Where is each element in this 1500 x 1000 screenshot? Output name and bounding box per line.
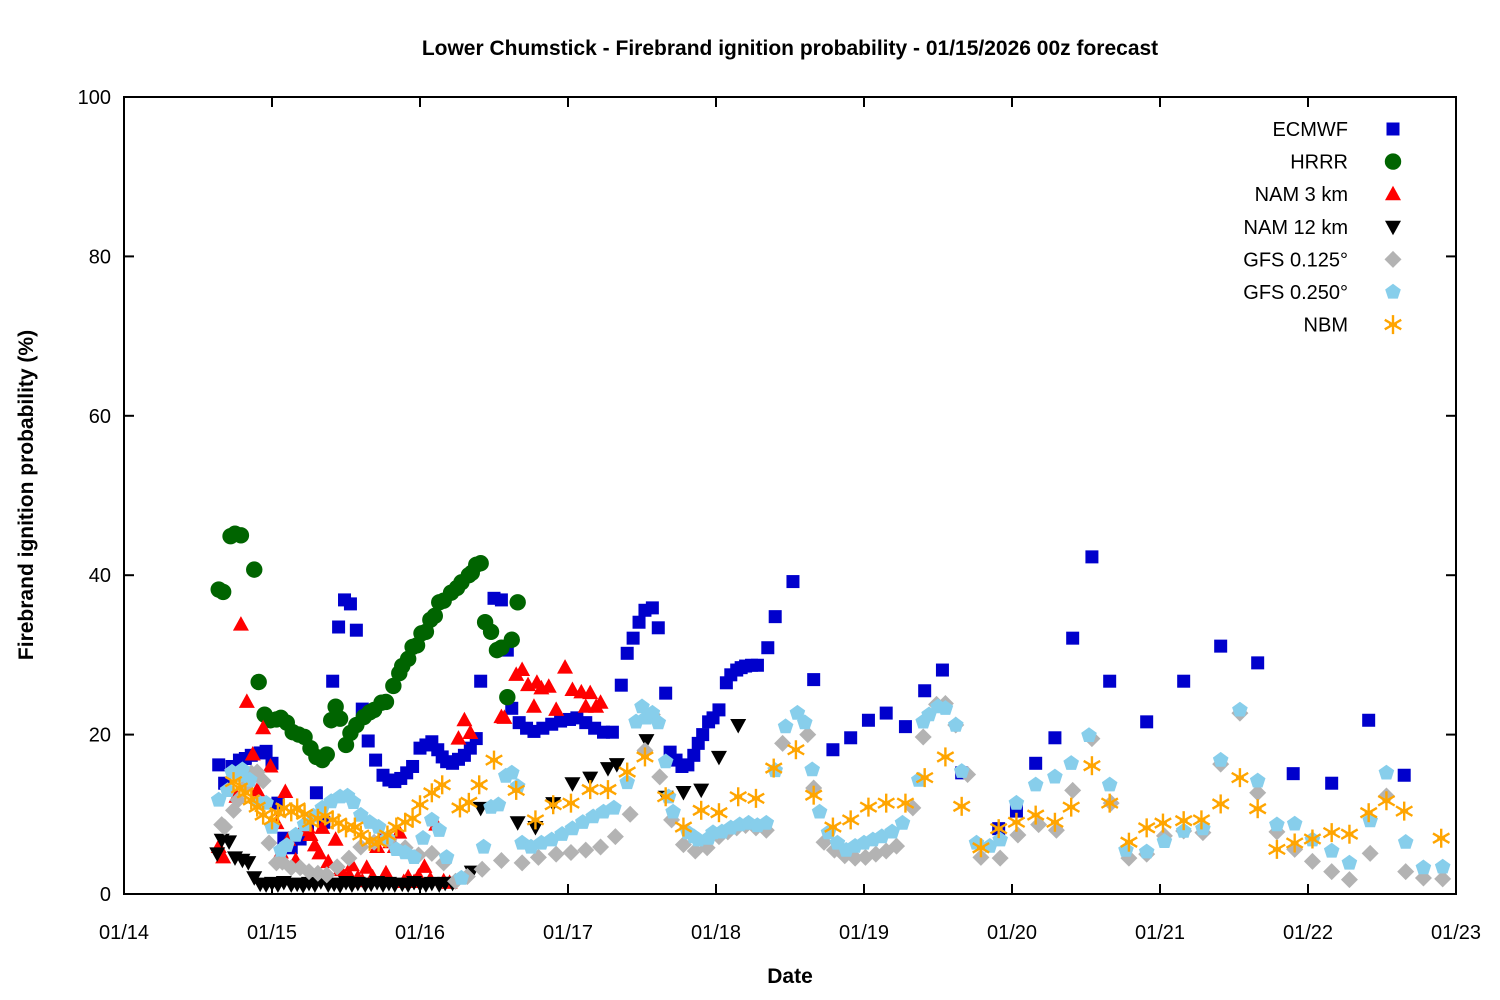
x-axis-label: Date: [767, 965, 813, 988]
legend-label: GFS 0.250°: [1243, 282, 1348, 304]
series-ecmwf: [212, 550, 1411, 855]
x-tick-label: 01/20: [987, 922, 1037, 944]
y-tick-label: 40: [89, 565, 111, 587]
legend-label: NAM 12 km: [1244, 217, 1348, 239]
x-tick-label: 01/17: [543, 922, 593, 944]
legend-label: NBM: [1304, 315, 1348, 337]
plot-frame: [123, 96, 1457, 895]
legend-item-gfs-0-250-: GFS 0.250°: [1243, 282, 1401, 304]
x-tick-label: 01/15: [247, 922, 297, 944]
legend-item-ecmwf: ECMWF: [1272, 119, 1400, 141]
legend-marker-circle-icon: [1384, 153, 1402, 170]
y-tick-label: 0: [100, 884, 111, 906]
y-tick-label: 80: [89, 246, 111, 268]
legend-item-hrrr: HRRR: [1290, 152, 1402, 174]
legend-item-nam-3-km: NAM 3 km: [1255, 184, 1401, 206]
y-tick-label: 20: [89, 725, 111, 747]
chart-title: Lower Chumstick - Firebrand ignition pro…: [422, 37, 1158, 60]
legend: ECMWF HRRR NAM 3 km NAM 12 km GFS 0.125° GFS …: [1243, 119, 1402, 337]
legend-marker-pentagon-icon: [1385, 283, 1401, 299]
x-tick-label: 01/22: [1283, 922, 1333, 944]
legend-item-gfs-0-125-: GFS 0.125°: [1243, 249, 1402, 271]
series-nbm: [224, 740, 1451, 859]
legend-marker-asterisk-icon: [1384, 315, 1402, 335]
legend-marker-triangle-down-icon: [1385, 220, 1401, 236]
legend-marker-diamond-icon: [1384, 250, 1402, 268]
legend-marker-square-icon: [1386, 122, 1400, 136]
legend-item-nam-12-km: NAM 12 km: [1244, 217, 1401, 239]
series-hrrr: [210, 525, 526, 769]
x-tick-label: 01/14: [99, 922, 149, 944]
axis-ticks: 01/14 01/15 01/16 01/17 01/18 01/19 01/20 01/21…: [78, 87, 1481, 944]
legend-label: NAM 3 km: [1255, 184, 1348, 206]
y-tick-label: 100: [78, 87, 111, 109]
x-tick-label: 01/19: [839, 922, 889, 944]
data-points: [209, 525, 1452, 894]
series-gfs-0-125-: [213, 695, 1452, 890]
legend-label: ECMWF: [1272, 119, 1348, 141]
x-tick-label: 01/16: [395, 922, 445, 944]
y-tick-label: 60: [89, 406, 111, 428]
x-tick-label: 01/21: [1135, 922, 1185, 944]
y-axis-label: Firebrand ignition probability (%): [15, 330, 38, 660]
x-tick-label: 01/18: [691, 922, 741, 944]
legend-label: GFS 0.125°: [1243, 249, 1348, 271]
legend-label: HRRR: [1290, 152, 1348, 174]
legend-marker-triangle-up-icon: [1385, 185, 1401, 201]
x-tick-label: 01/23: [1431, 922, 1481, 944]
legend-item-nbm: NBM: [1304, 315, 1402, 337]
